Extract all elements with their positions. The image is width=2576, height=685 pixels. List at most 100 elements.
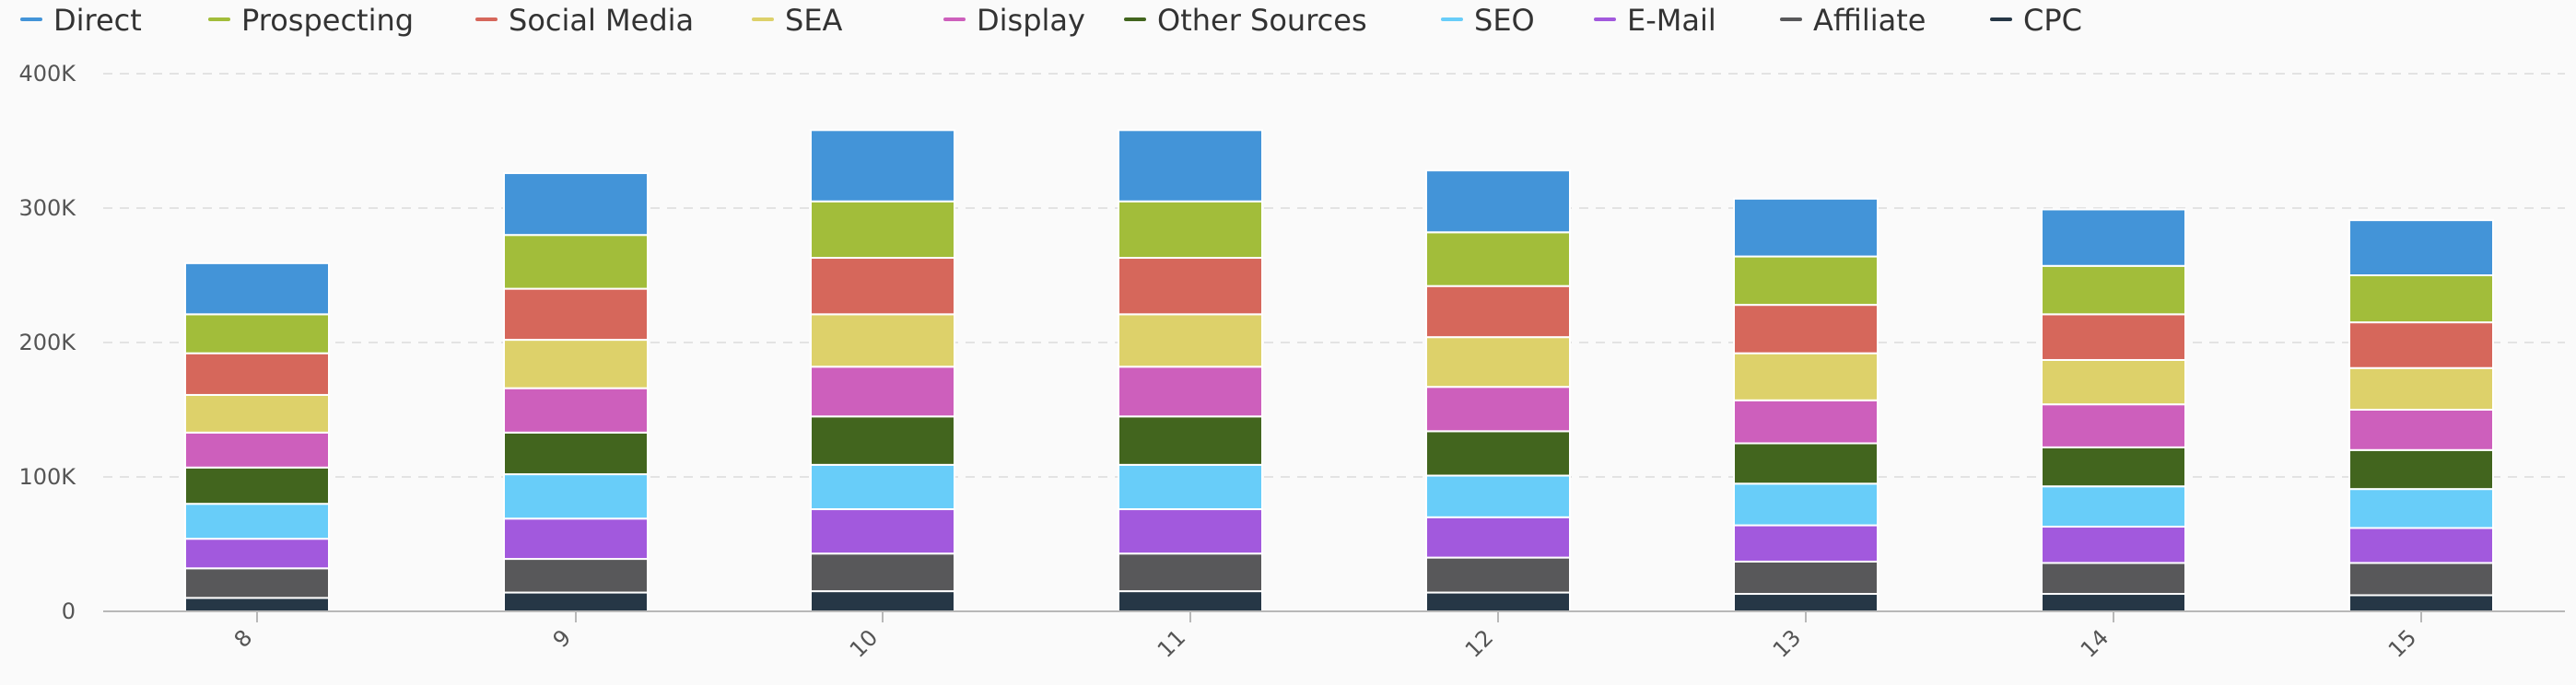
bar-segment-affiliate[interactable] [1733, 560, 1879, 596]
bar-segment-other-sources[interactable] [1118, 415, 1263, 466]
bar-segment-display[interactable] [184, 431, 330, 469]
legend-label: Direct [53, 3, 142, 38]
bar-segment-cpc[interactable] [184, 597, 330, 613]
bar-segment-e-mail[interactable] [2348, 527, 2494, 564]
bar-segment-display[interactable] [2348, 409, 2494, 451]
bar-segment-display[interactable] [1733, 399, 1879, 445]
bar-segment-prospecting[interactable] [1118, 200, 1263, 260]
legend-item-cpc[interactable]: CPC [1990, 3, 2082, 38]
y-tick-label: 100K [18, 464, 76, 490]
bar-segment-sea[interactable] [503, 339, 649, 389]
bar-segment-e-mail[interactable] [810, 508, 955, 555]
bar-segment-prospecting[interactable] [2041, 264, 2186, 316]
bar-segment-e-mail[interactable] [2041, 526, 2186, 564]
legend-item-affiliate[interactable]: Affiliate [1780, 3, 1926, 38]
legend-item-direct[interactable]: Direct [20, 3, 142, 38]
bar-segment-sea[interactable] [184, 393, 330, 434]
bar-segment-affiliate[interactable] [503, 558, 649, 594]
bar-segment-seo[interactable] [2348, 488, 2494, 529]
legend-item-sea[interactable]: SEA [752, 3, 843, 38]
legend-item-seo[interactable]: SEO [1441, 3, 1535, 38]
bar-segment-display[interactable] [2041, 403, 2186, 448]
bar-segment-other-sources[interactable] [1425, 430, 1571, 477]
legend-item-prospecting[interactable]: Prospecting [208, 3, 414, 38]
bar-segment-affiliate[interactable] [810, 552, 955, 593]
bar-segment-seo[interactable] [2041, 485, 2186, 528]
bar-segment-e-mail[interactable] [503, 517, 649, 561]
legend-item-social-media[interactable]: Social Media [475, 3, 694, 38]
bar-segment-affiliate[interactable] [184, 567, 330, 599]
bar-segment-prospecting[interactable] [1733, 255, 1879, 307]
bar-segment-cpc[interactable] [1733, 593, 1879, 613]
legend-item-e-mail[interactable]: E-Mail [1594, 3, 1716, 38]
bar-segment-sea[interactable] [1733, 352, 1879, 401]
gridlines [103, 73, 2565, 478]
bar-segment-sea[interactable] [1118, 313, 1263, 368]
bar-segment-other-sources[interactable] [503, 431, 649, 476]
bar-segment-affiliate[interactable] [2348, 562, 2494, 597]
bar-segment-direct[interactable] [810, 129, 955, 203]
bar-segment-social-media[interactable] [2041, 313, 2186, 361]
bar-segment-direct[interactable] [184, 261, 330, 316]
bar-segment-social-media[interactable] [2348, 321, 2494, 369]
bar-segment-direct[interactable] [1425, 169, 1571, 234]
x-axis: 8 9 10 11 12 13 14 15 [103, 610, 2565, 663]
bar-segment-direct[interactable] [2041, 208, 2186, 267]
bar-segment-sea[interactable] [2348, 366, 2494, 411]
bar-segment-direct[interactable] [2348, 219, 2494, 276]
bar-segment-sea[interactable] [810, 313, 955, 368]
bar-segment-social-media[interactable] [1733, 304, 1879, 354]
bar-segment-prospecting[interactable] [1425, 231, 1571, 287]
legend-label: Prospecting [241, 3, 414, 38]
bar-segment-cpc[interactable] [2041, 593, 2186, 613]
legend-item-display[interactable]: Display [943, 3, 1085, 38]
bar-segment-direct[interactable] [1118, 129, 1263, 203]
bar-segment-affiliate[interactable] [2041, 562, 2186, 596]
bar-segment-social-media[interactable] [503, 287, 649, 342]
legend-item-other-sources[interactable]: Other Sources [1124, 3, 1367, 38]
bar-segment-cpc[interactable] [2348, 594, 2494, 612]
bar-segment-sea[interactable] [2041, 358, 2186, 406]
bar-segment-seo[interactable] [184, 503, 330, 540]
bar-segment-e-mail[interactable] [1118, 508, 1263, 555]
bar-segment-sea[interactable] [1425, 336, 1571, 389]
bar-segment-cpc[interactable] [503, 591, 649, 612]
bar-segment-e-mail[interactable] [184, 538, 330, 570]
bar-segment-other-sources[interactable] [1733, 442, 1879, 485]
bar-segment-e-mail[interactable] [1733, 524, 1879, 563]
bar-segment-affiliate[interactable] [1425, 556, 1571, 594]
bar-segment-other-sources[interactable] [810, 415, 955, 466]
bar-segment-cpc[interactable] [1425, 591, 1571, 612]
bar-segment-display[interactable] [810, 366, 955, 418]
bar-segment-prospecting[interactable] [2348, 274, 2494, 324]
bar-segment-seo[interactable] [810, 463, 955, 511]
bar-segment-seo[interactable] [1425, 474, 1571, 518]
bar-segment-other-sources[interactable] [2348, 448, 2494, 491]
bar-segment-other-sources[interactable] [2041, 446, 2186, 488]
x-tick-label: 13 [1768, 624, 1806, 662]
bar-segment-display[interactable] [503, 387, 649, 434]
bar-segment-display[interactable] [1425, 386, 1571, 433]
bar-segment-display[interactable] [1118, 366, 1263, 418]
bar-segment-prospecting[interactable] [184, 313, 330, 354]
bar-segment-direct[interactable] [503, 172, 649, 237]
bar-segment-affiliate[interactable] [1118, 552, 1263, 593]
bar-segment-cpc[interactable] [1118, 590, 1263, 612]
bar-segment-direct[interactable] [1733, 197, 1879, 258]
bar-segment-social-media[interactable] [1425, 284, 1571, 339]
bar-segment-other-sources[interactable] [184, 466, 330, 505]
bar-segment-social-media[interactable] [184, 352, 330, 396]
bar-segment-social-media[interactable] [810, 257, 955, 316]
bar-segment-e-mail[interactable] [1425, 516, 1571, 559]
bar-segment-social-media[interactable] [1118, 257, 1263, 316]
bar-segment-seo[interactable] [503, 473, 649, 520]
x-tick-label: 8 [229, 624, 258, 653]
bar-segment-seo[interactable] [1118, 463, 1263, 511]
legend-label: Affiliate [1813, 3, 1926, 38]
x-tick-label: 14 [2076, 624, 2113, 662]
bar-segment-prospecting[interactable] [503, 234, 649, 290]
bar-segment-prospecting[interactable] [810, 200, 955, 260]
bar-segment-cpc[interactable] [810, 590, 955, 612]
x-tick-label: 12 [1460, 624, 1498, 662]
bar-segment-seo[interactable] [1733, 482, 1879, 527]
